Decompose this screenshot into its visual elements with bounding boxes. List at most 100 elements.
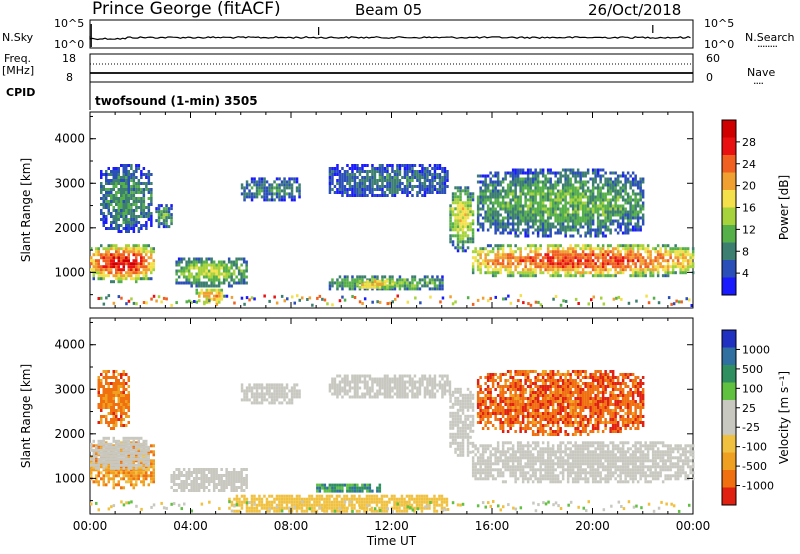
range-cell xyxy=(125,436,128,440)
range-cell xyxy=(366,285,369,289)
range-cell xyxy=(464,192,467,196)
range-cell xyxy=(471,210,475,214)
range-cell xyxy=(135,182,138,185)
range-cell xyxy=(506,268,510,272)
range-cell xyxy=(273,506,276,510)
range-cell xyxy=(338,494,341,498)
range-cell xyxy=(130,209,133,212)
range-cell xyxy=(531,259,535,263)
range-cell xyxy=(358,179,362,182)
range-cell xyxy=(551,207,555,211)
range-cell xyxy=(187,275,191,279)
range-cell xyxy=(175,483,178,486)
range-cell xyxy=(566,219,570,223)
range-cell xyxy=(157,213,161,217)
range-cell xyxy=(406,284,409,288)
range-cell xyxy=(416,185,419,188)
range-cell xyxy=(265,506,269,510)
range-cell xyxy=(117,167,120,170)
range-cell xyxy=(177,275,181,279)
range-cell xyxy=(504,201,507,205)
range-cell xyxy=(356,284,359,288)
range-cell xyxy=(406,173,409,176)
range-cell xyxy=(278,494,281,498)
range-cell xyxy=(115,463,118,467)
range-cell xyxy=(107,471,110,475)
range-cell xyxy=(182,486,186,489)
range-cell xyxy=(127,466,130,470)
range-cell xyxy=(177,486,181,489)
range-cell xyxy=(611,274,615,278)
range-cell xyxy=(564,231,567,235)
range-cell xyxy=(393,506,396,510)
range-cell xyxy=(601,225,605,229)
range-cell xyxy=(90,259,93,263)
range-cell xyxy=(200,474,203,477)
range-cell xyxy=(489,201,492,205)
range-cell xyxy=(539,271,542,275)
range-cell xyxy=(360,497,364,501)
range-cell xyxy=(358,503,361,507)
range-cell xyxy=(634,271,637,275)
range-cell xyxy=(120,271,123,275)
range-cell xyxy=(604,213,607,217)
range-cell xyxy=(596,198,600,202)
range-cell xyxy=(137,471,140,475)
ground-scatter-cell xyxy=(145,301,148,305)
range-cell xyxy=(571,265,575,269)
range-cell xyxy=(536,201,540,205)
range-cell xyxy=(245,474,248,477)
range-cell xyxy=(506,216,510,220)
range-cell xyxy=(621,210,625,214)
range-cell xyxy=(117,280,120,284)
ground-scatter-cell xyxy=(308,296,312,300)
range-cell xyxy=(145,265,148,269)
range-cell xyxy=(336,179,339,182)
range-cell xyxy=(636,259,640,263)
range-cell xyxy=(217,483,221,486)
range-cell xyxy=(117,256,120,260)
range-cell xyxy=(323,506,326,510)
range-cell xyxy=(443,167,447,170)
range-cell xyxy=(551,271,555,275)
range-cell xyxy=(514,222,517,226)
range-cell xyxy=(240,480,243,483)
range-cell xyxy=(135,436,138,440)
range-cell xyxy=(376,282,379,286)
range-cell xyxy=(561,259,565,263)
range-cell xyxy=(225,269,228,273)
range-cell xyxy=(418,500,421,504)
range-cell xyxy=(574,271,577,275)
range-cell xyxy=(115,244,118,248)
range-cell xyxy=(506,222,510,226)
range-cell xyxy=(561,262,565,266)
range-cell xyxy=(180,269,183,273)
range-cell xyxy=(614,228,617,232)
range-cell xyxy=(611,253,615,257)
range-cell xyxy=(150,265,153,269)
range-cell xyxy=(197,257,201,261)
range-cell xyxy=(609,204,612,208)
range-cell xyxy=(541,183,545,187)
ground-scatter-cell xyxy=(331,303,334,307)
range-cell xyxy=(137,197,141,200)
range-cell xyxy=(398,500,401,504)
range-cell xyxy=(125,274,128,278)
range-cell xyxy=(536,231,540,235)
range-cell xyxy=(273,497,276,501)
range-cell xyxy=(115,197,118,200)
range-cell xyxy=(361,188,364,191)
range-cell xyxy=(132,471,135,475)
range-cell xyxy=(661,259,665,263)
range-cell xyxy=(418,188,422,191)
range-cell xyxy=(423,170,427,173)
range-cell xyxy=(509,274,512,278)
range-cell xyxy=(145,451,148,455)
range-cell xyxy=(413,185,417,188)
range-cell xyxy=(278,497,281,501)
range-cell xyxy=(676,250,680,254)
range-cell xyxy=(594,180,597,184)
range-cell xyxy=(464,234,467,238)
range-cell xyxy=(127,197,130,200)
range-cell xyxy=(534,271,537,275)
